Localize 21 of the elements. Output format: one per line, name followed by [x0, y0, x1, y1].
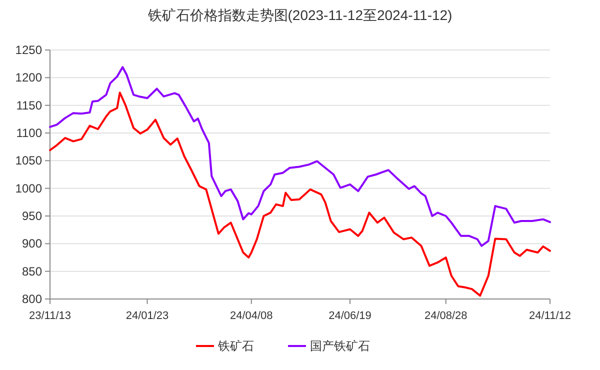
legend-label: 国产铁矿石 — [310, 339, 370, 353]
chart-title: 铁矿石价格指数走势图(2023-11-12至2024-11-12) — [146, 7, 452, 23]
y-tick-label: 800 — [22, 292, 42, 306]
y-tick-label: 900 — [22, 236, 42, 251]
legend-label: 铁矿石 — [217, 339, 254, 353]
y-tick-label: 1000 — [15, 181, 42, 196]
x-tick-label: 24/11/12 — [528, 310, 572, 322]
line-series — [49, 66, 551, 247]
y-tick-label: 850 — [22, 264, 42, 278]
y-tick-label: 1200 — [15, 70, 42, 85]
line-series — [49, 92, 551, 297]
x-tick-label: 23/11/13 — [28, 310, 72, 322]
y-tick-label: 1100 — [16, 126, 42, 140]
x-tick-label: 24/04/08 — [230, 310, 273, 322]
x-tick-label: 24/06/19 — [328, 310, 372, 322]
y-tick-label: 1050 — [15, 154, 42, 168]
y-tick-label: 950 — [22, 209, 42, 223]
x-tick-label: 24/08/28 — [424, 310, 468, 322]
y-tick-label: 1150 — [16, 98, 42, 112]
x-tick-label: 24/01/23 — [126, 310, 169, 322]
y-tick-label: 1250 — [15, 43, 42, 57]
